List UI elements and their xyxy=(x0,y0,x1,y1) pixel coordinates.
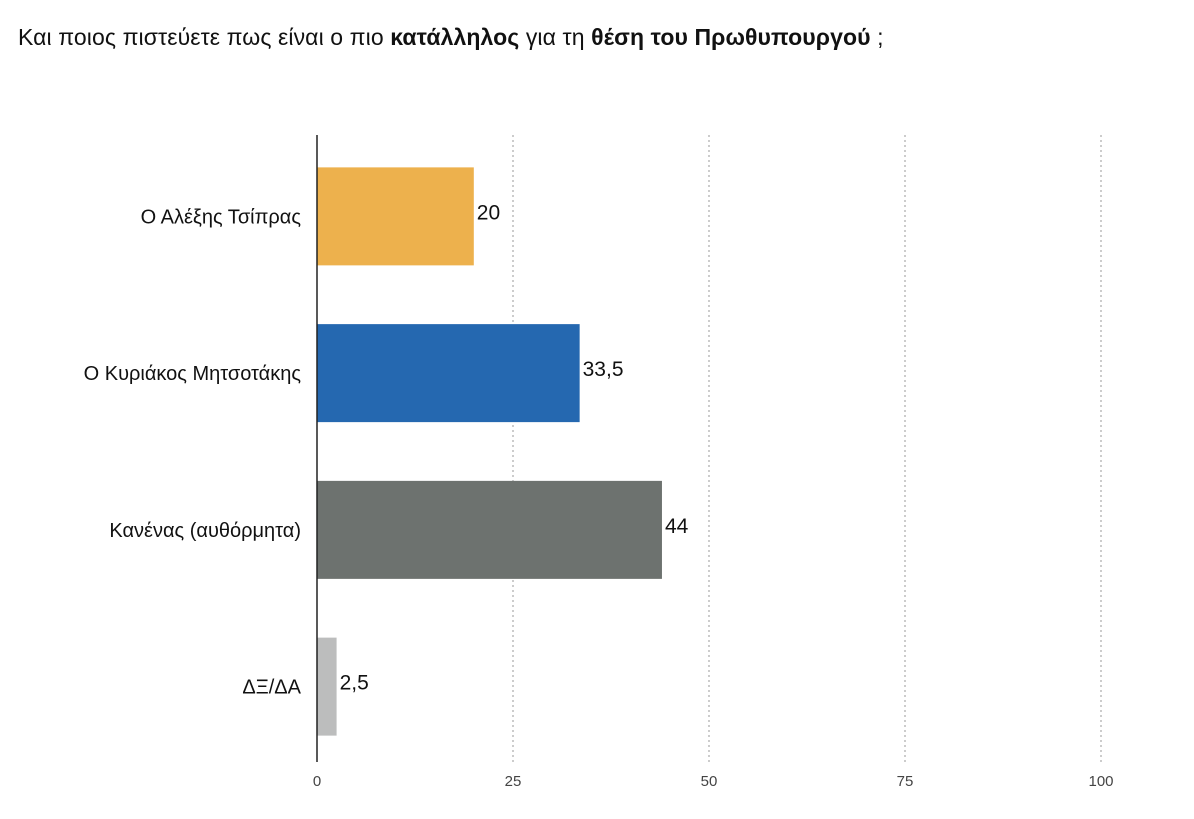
bars xyxy=(317,167,662,736)
chart-title: Και ποιος πιστεύετε πως είναι ο πιο κατά… xyxy=(18,24,884,51)
category-label: Ο Κυριάκος Μητσοτάκης xyxy=(84,363,302,385)
bar xyxy=(317,324,580,423)
title-bold-1: κατάλληλος xyxy=(390,24,520,50)
title-part-1: Και ποιος πιστεύετε πως είναι ο πιο xyxy=(18,24,391,50)
x-tick-label: 25 xyxy=(505,773,522,790)
title-part-3: ; xyxy=(870,24,884,50)
value-label: 20 xyxy=(477,201,500,224)
title-part-2: για τη xyxy=(519,24,592,50)
bar xyxy=(317,167,474,266)
value-label: 44 xyxy=(665,515,689,538)
bar xyxy=(317,480,662,579)
category-label: Ο Αλέξης Τσίπρας xyxy=(141,206,302,228)
category-label: ΔΞ/ΔΑ xyxy=(242,677,301,699)
title-bold-2: θέση του Πρωθυπουργού xyxy=(591,24,871,50)
value-label: 33,5 xyxy=(583,358,624,381)
x-tick-label: 100 xyxy=(1088,773,1113,790)
x-tick-label: 75 xyxy=(897,773,914,790)
category-label: Κανένας (αυθόρμητα) xyxy=(109,520,301,542)
labels: 0 25 50 75 100 Ο Αλέξης Τσίπρας 20 Ο Κυριάκος Μ… xyxy=(84,201,1114,790)
value-label: 2,5 xyxy=(340,672,369,695)
x-tick-label: 0 xyxy=(313,773,321,790)
bar xyxy=(317,637,337,736)
x-tick-label: 50 xyxy=(701,773,718,790)
grid-lines xyxy=(512,135,1102,762)
